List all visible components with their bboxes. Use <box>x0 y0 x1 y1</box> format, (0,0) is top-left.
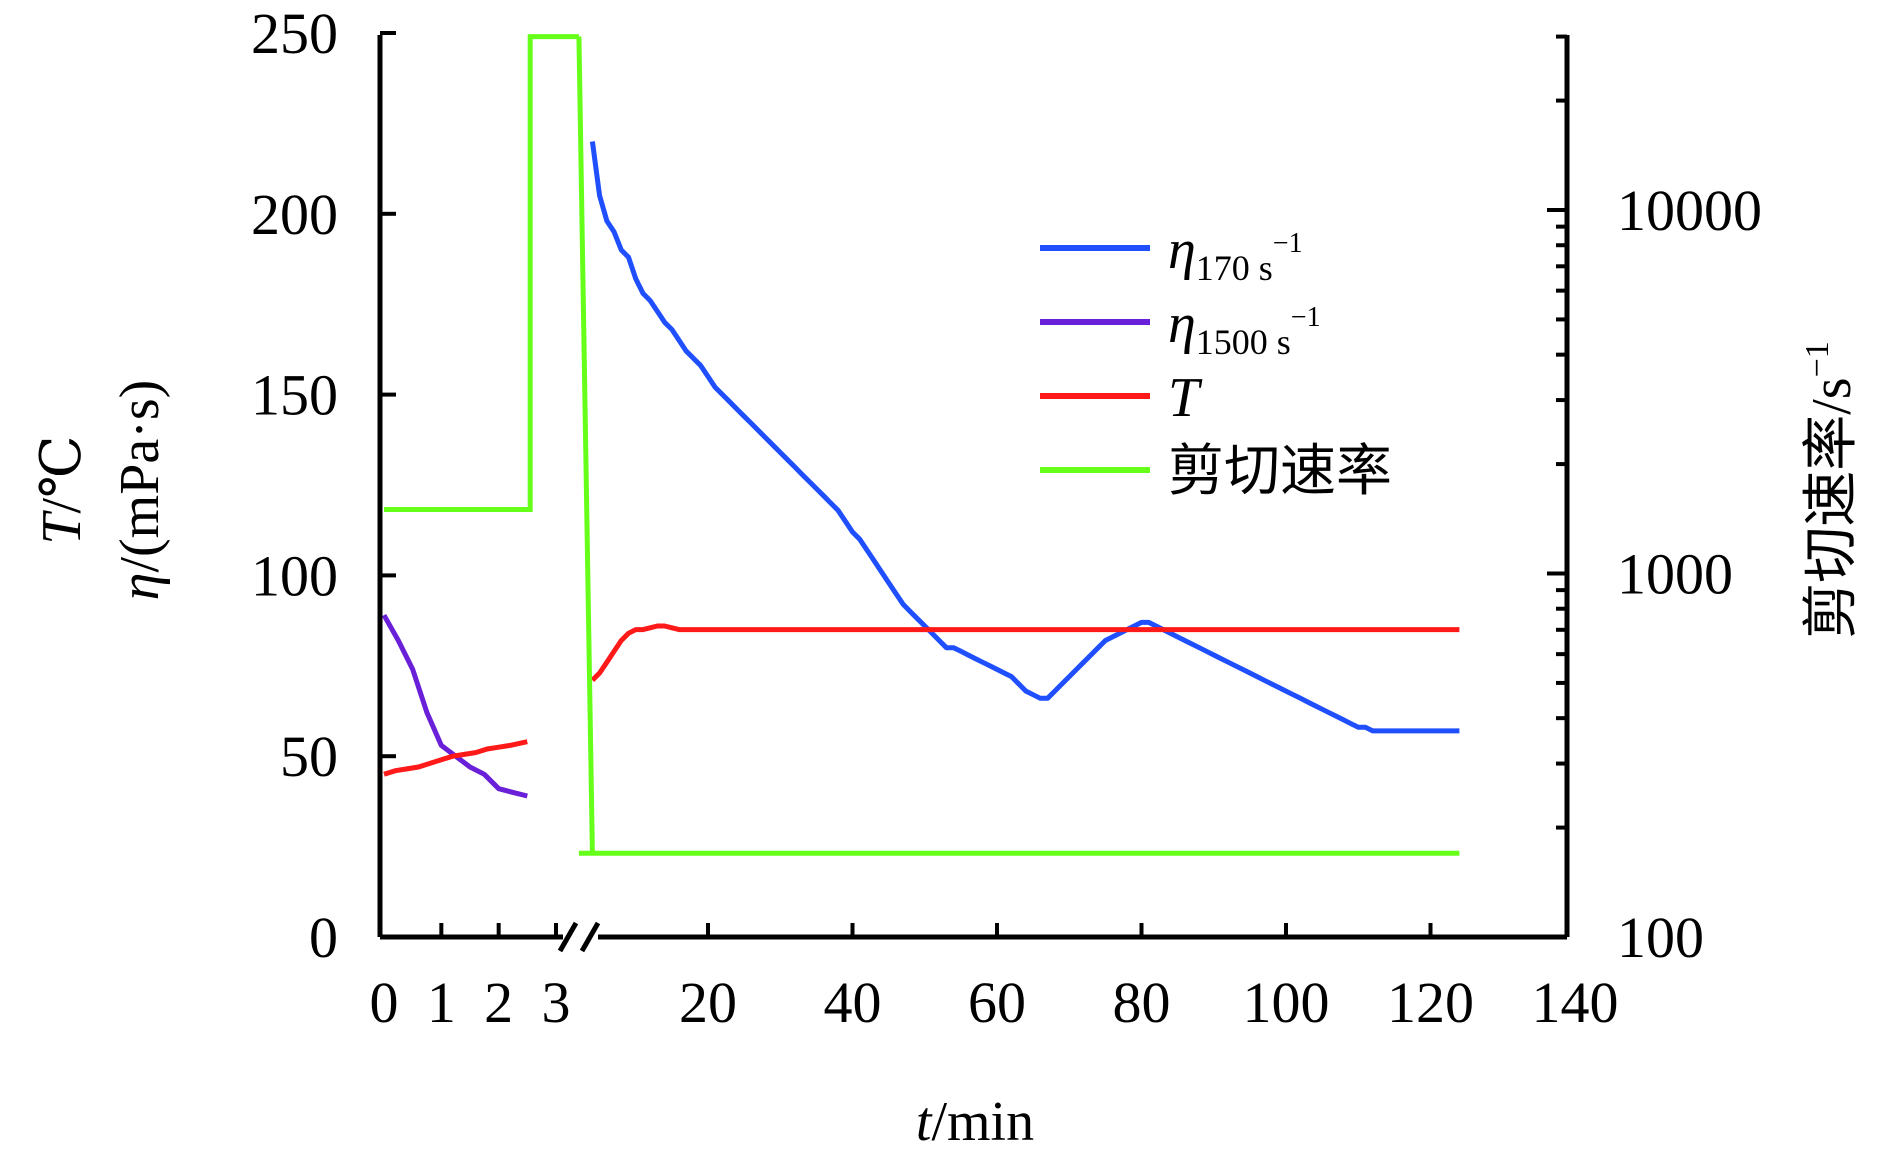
y-right-tick-label: 10000 <box>1617 178 1762 243</box>
y-left-tick-label: 100 <box>251 543 338 608</box>
y-left-tick-label: 250 <box>251 1 338 66</box>
x-axis-label: t/min <box>916 1091 1034 1153</box>
x-tick-label: 0 <box>370 970 399 1035</box>
legend-label: 剪切速率 <box>1168 441 1392 503</box>
x-tick-label: 140 <box>1532 970 1619 1035</box>
x-tick-label: 120 <box>1387 970 1474 1035</box>
y-left-axis-label: T/℃ η/(mPa·s) <box>31 380 171 601</box>
x-tick-label: 40 <box>824 970 882 1035</box>
y-left-tick-label: 50 <box>280 724 338 789</box>
y-right-axis-label: 剪切速率/s−1 <box>1799 341 1863 639</box>
y-left-tick-label: 0 <box>309 905 338 970</box>
x-tick-label: 20 <box>679 970 737 1035</box>
series-line-2 <box>590 623 1460 683</box>
series-line-break-3 <box>384 34 579 512</box>
y-left-label-line2: η/(mPa·s) <box>109 380 171 601</box>
y-left-tick-label: 150 <box>251 363 338 428</box>
y-right-tick-label: 1000 <box>1617 542 1733 607</box>
x-tick-label: 60 <box>968 970 1026 1035</box>
axes-group <box>377 35 1570 953</box>
x-tick-label: 3 <box>542 970 571 1035</box>
x-tick-label: 1 <box>427 970 456 1035</box>
x-axis-break-mark-2 <box>579 921 601 953</box>
x-tick-label: 100 <box>1243 970 1330 1035</box>
x-tick-label: 2 <box>484 970 513 1035</box>
y-left-label-line1: T/℃ <box>31 435 93 544</box>
y-right-tick-label: 100 <box>1617 905 1704 970</box>
legend-label: η1500 s−1 <box>1168 293 1321 362</box>
series-line-drop <box>576 36 595 854</box>
x-axis-break-mark-1 <box>557 921 579 953</box>
series-line-break-2 <box>383 739 528 777</box>
x-tick-label: 80 <box>1113 970 1171 1035</box>
y-left-tick-label: 200 <box>251 182 338 247</box>
legend-label: T <box>1168 367 1203 429</box>
series-line-0 <box>589 141 1460 734</box>
legend-label: η170 s−1 <box>1168 219 1303 288</box>
series-group <box>381 34 1460 856</box>
